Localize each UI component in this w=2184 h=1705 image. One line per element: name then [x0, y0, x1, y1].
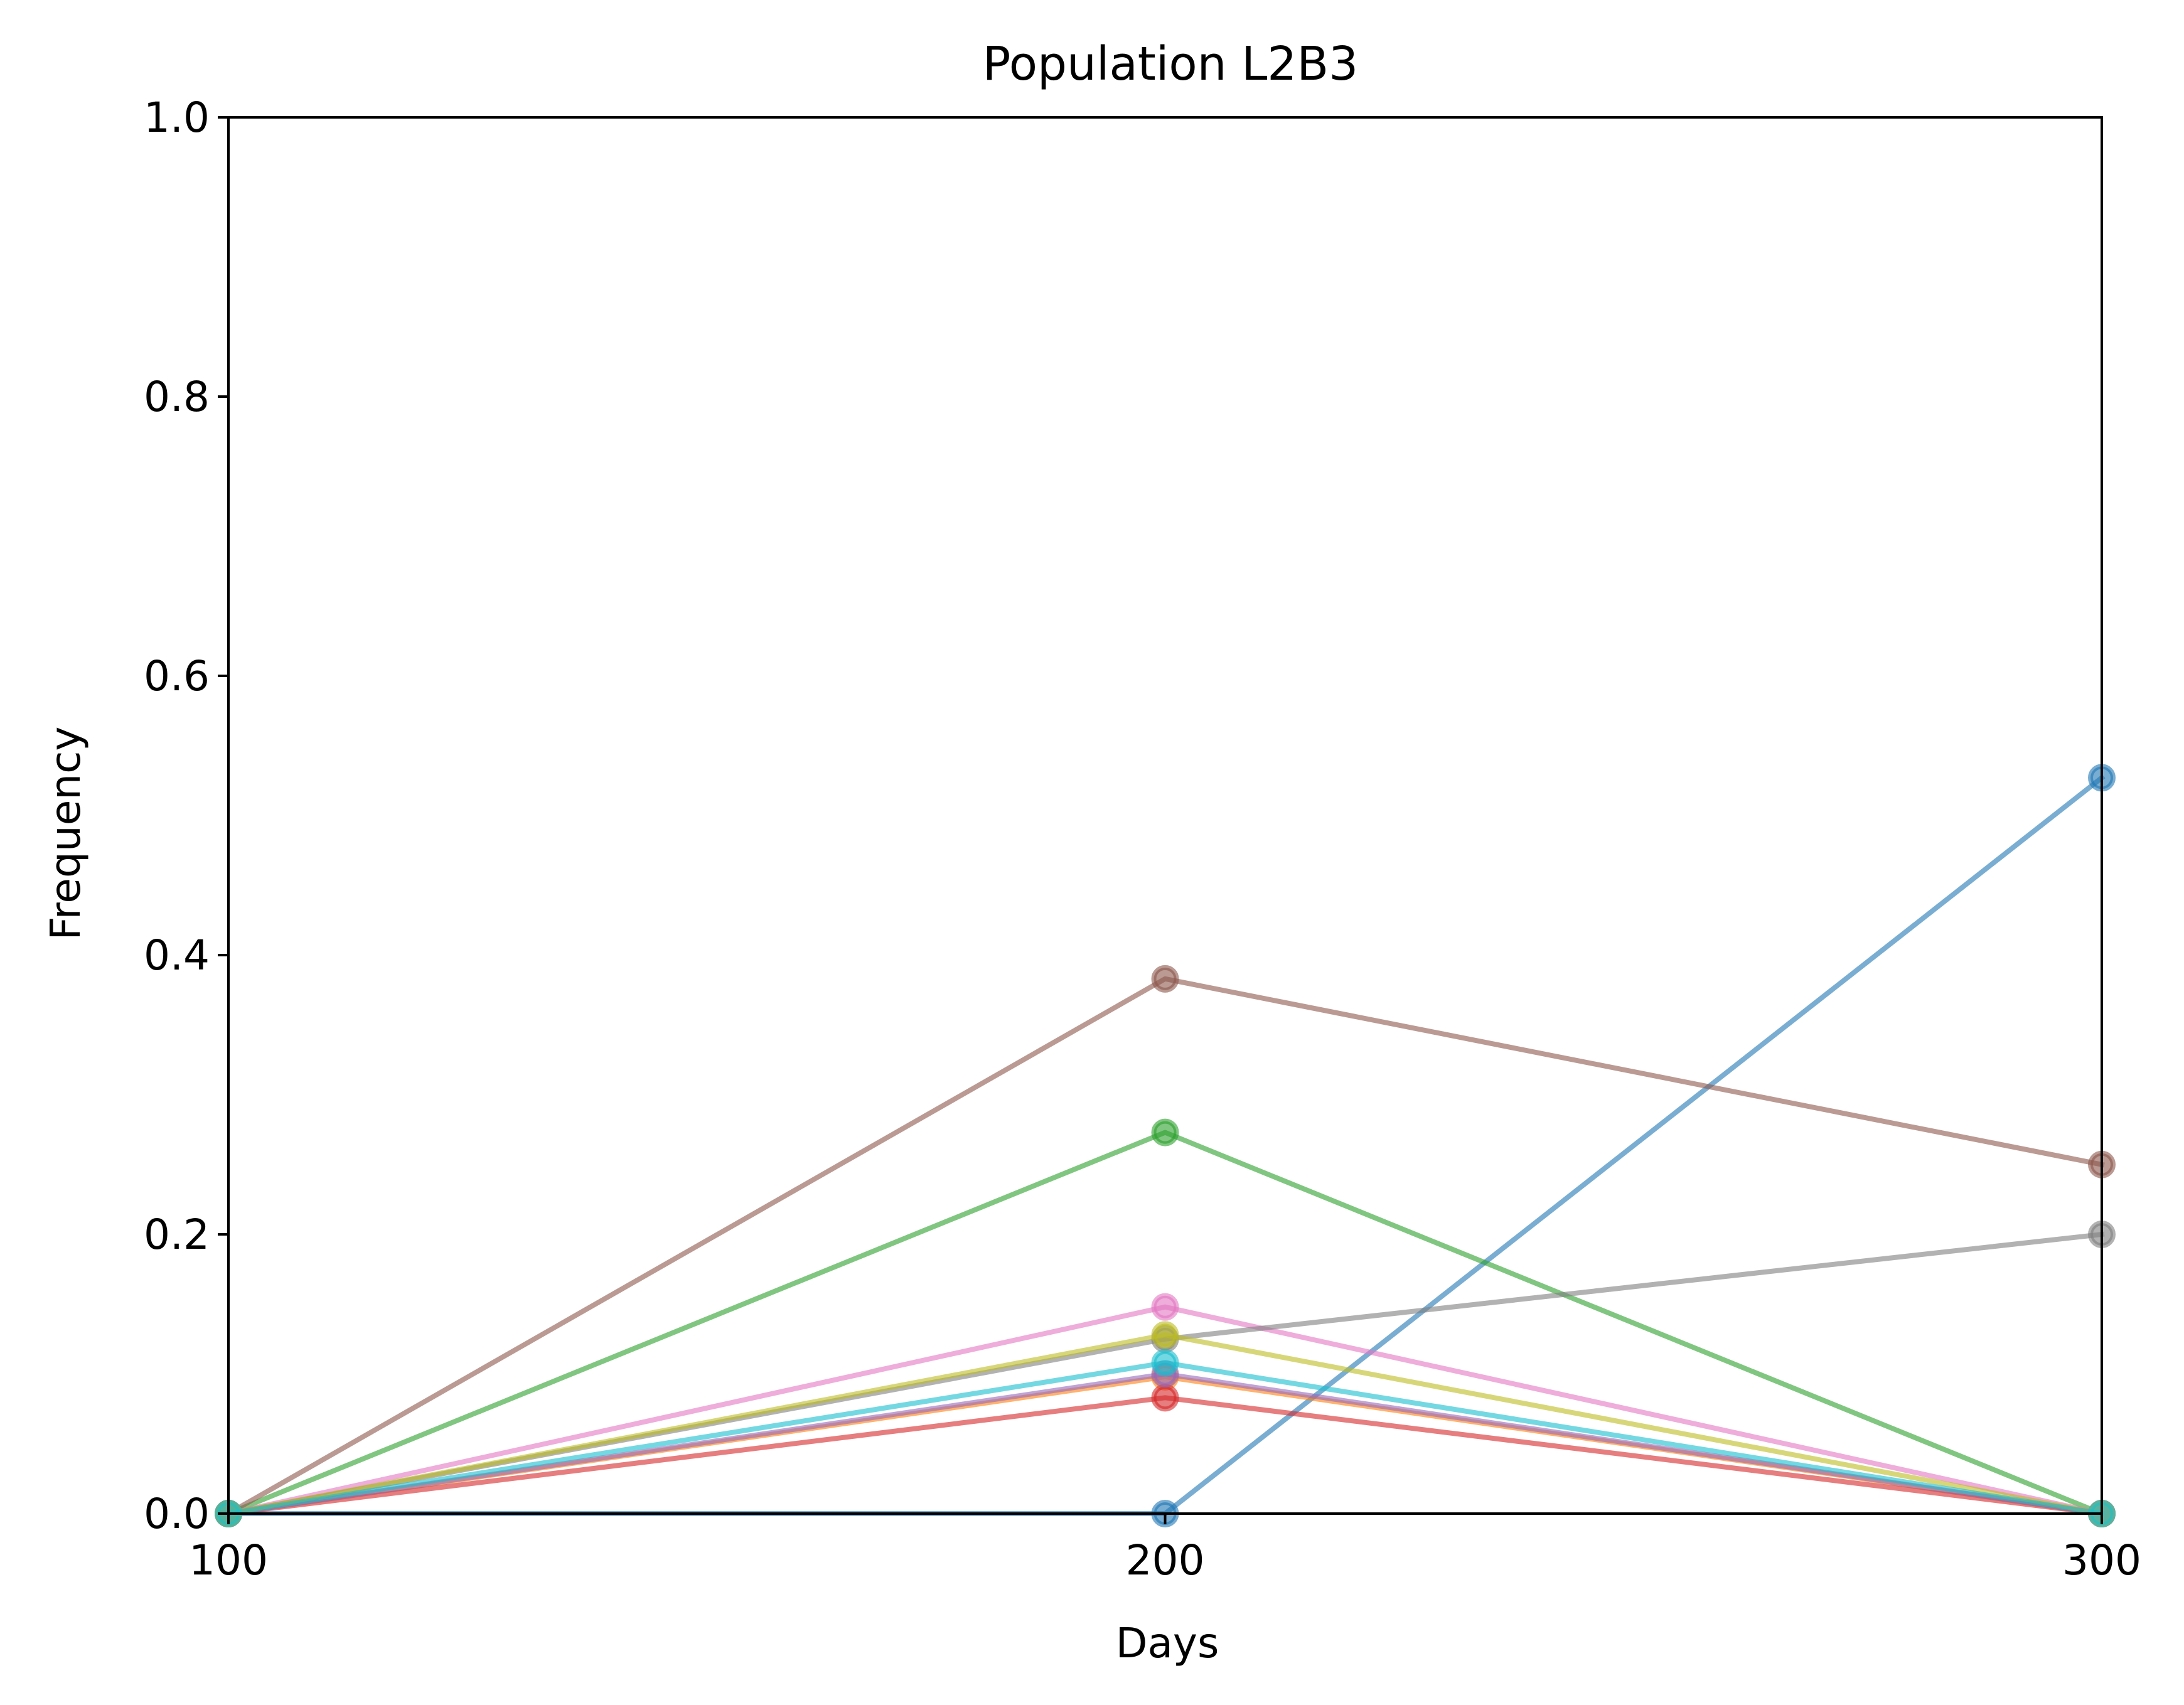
- x-tick-label: 300: [2062, 1536, 2141, 1585]
- plot-area: 0.0 0.2 0.4 0.6 0.8 1.0 100 200 300: [144, 94, 2141, 1585]
- series-6-point-1: [1151, 1293, 1179, 1321]
- series-2-point-1: [1151, 1118, 1179, 1146]
- y-tick-label: 1.0: [144, 94, 210, 142]
- chart-title: Population L2B3: [983, 37, 1358, 91]
- x-tick-label: 100: [189, 1536, 268, 1585]
- y-tick-label: 0.6: [144, 652, 210, 700]
- y-tick-label: 0.0: [144, 1490, 210, 1538]
- series-5-point-1: [1151, 965, 1179, 993]
- series-8-point-1: [1151, 1321, 1179, 1349]
- series-9-point-1: [1151, 1349, 1179, 1377]
- x-tick-label: 200: [1126, 1536, 1205, 1585]
- series-3-point-1: [1151, 1384, 1179, 1412]
- y-tick-label: 0.4: [144, 931, 210, 980]
- y-axis-label: Frequency: [41, 727, 90, 941]
- y-tick-label: 0.2: [144, 1211, 210, 1259]
- x-axis-label: Days: [1116, 1619, 1219, 1667]
- y-tick-label: 0.8: [144, 373, 210, 421]
